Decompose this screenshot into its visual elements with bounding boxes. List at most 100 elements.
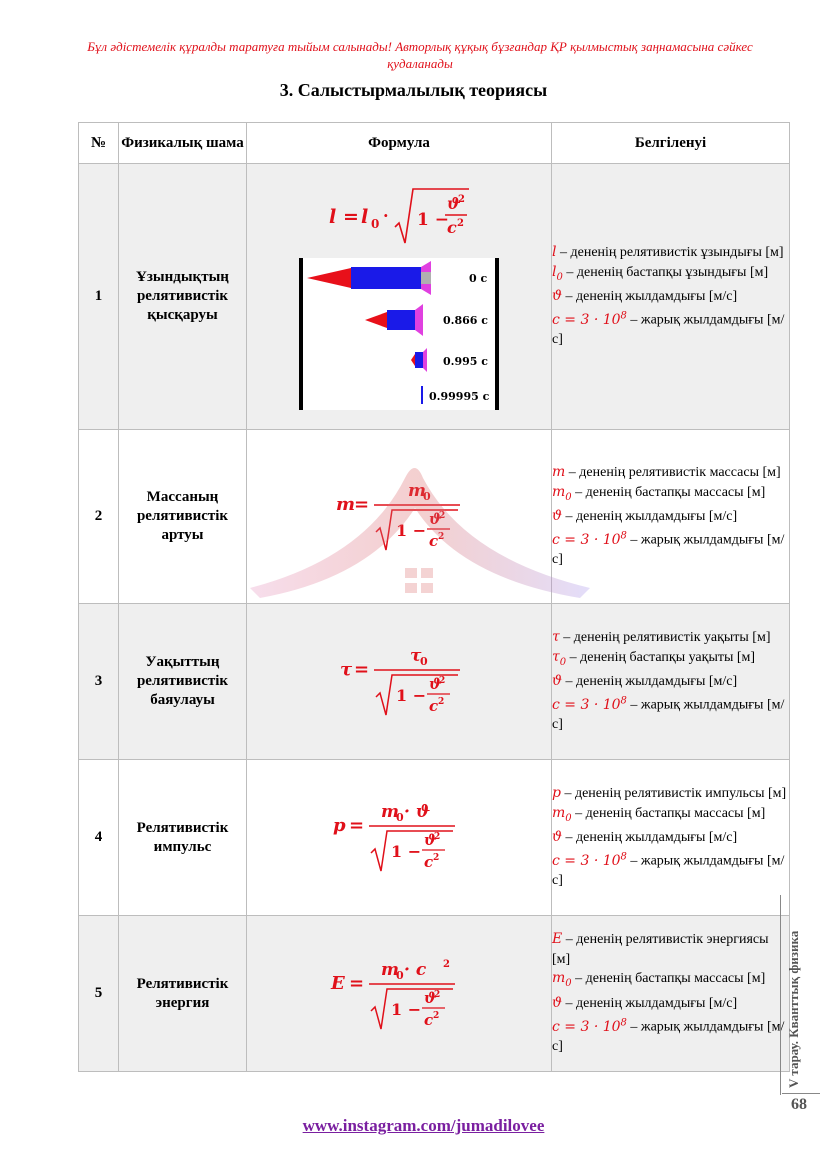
svg-text:c: c [429,697,438,715]
notation-symbol: c = 3 · 10 [552,1018,621,1035]
section-title: 3. Салыстырмалылық теориясы [279,80,548,100]
notation-sup: 8 [620,1017,627,1029]
notation-symbol: E [552,931,563,948]
svg-text:2: 2 [443,959,450,970]
table-row: 1 Ұзындықтың релятивистік қысқаруы l = l… [78,163,790,430]
notation-text: – дененің бастапқы массасы [м] [571,971,766,987]
notation-text: – дененің релятивистік энергиясы [м] [552,932,769,967]
notation-symbol: τ [552,629,560,646]
length-contraction-formula: l = l 0 · 1 − ϑ 2 c 2 [329,188,469,244]
instagram-link[interactable]: www.instagram.com/jumadilovee [302,1116,545,1135]
svg-text:1 −: 1 − [396,521,426,540]
notation-line: l – дененің релятивистік ұзындығы [м] [552,243,789,263]
svg-text:ϑ: ϑ [429,675,442,693]
svg-text:2: 2 [434,832,440,842]
rocket-contraction-diagram: 0 c 0.866 c 0.995 c 0.99995 c [299,258,499,410]
notation-line: τ – дененің релятивистік уақыты [м] [552,628,789,648]
notation-symbol: m [552,970,566,987]
page-number: 68 [791,1096,807,1113]
notation-text: – дененің бастапқы массасы [м] [571,484,766,500]
svg-text:2: 2 [434,990,440,1000]
notation-cell: l – дененің релятивистік ұзындығы [м] l0… [551,163,790,430]
speed-label: 0.99995 c [429,390,490,403]
svg-text:2: 2 [433,1011,439,1021]
svg-text:=: = [354,659,369,680]
svg-text:=: = [354,494,369,515]
notation-symbol: p [552,785,561,802]
formula-l0: l [361,206,368,228]
notation-line: c = 3 · 108 – жарық жылдамдығы [м/с] [552,847,789,891]
row-number: 5 [78,915,119,1072]
notation-line: m0 – дененің бастапқы массасы [м] [552,804,789,828]
svg-text:2: 2 [458,194,465,205]
formula-numerator: m [381,802,399,822]
notation-line: ϑ – дененің жылдамдығы [м/с] [552,287,789,307]
svg-text:1 −: 1 − [391,1000,421,1019]
notation-line: m – дененің релятивистік массасы [м] [552,463,789,483]
notation-text: – жарық жылдамдығы [м/с] [552,697,785,733]
formula-lhs: p [333,815,346,836]
quantity-name: Релятивистік энергия [118,915,247,1072]
formula-numerator-tail: · ϑ [404,802,430,822]
notation-text: – дененің бастапқы уақыты [м] [566,649,756,665]
notation-symbol: c = 3 · 10 [552,852,621,869]
notation-text: – дененің жылдамдығы [м/с] [562,673,738,689]
speed-label: 0.866 c [443,314,488,327]
quantity-name: Ұзындықтың релятивистік қысқаруы [118,163,247,430]
notation-sub: 0 [559,656,567,668]
notation-sup: 8 [620,530,627,542]
notation-line: c = 3 · 108 – жарық жылдамдығы [м/с] [552,691,789,735]
svg-text:·: · [383,206,389,225]
formula-lhs: τ [340,659,353,680]
row-number: 4 [78,759,119,916]
notation-symbol: ϑ [552,287,563,304]
notation-text: – дененің релятивистік ұзындығы [м] [556,245,784,261]
quantity-name: Релятивистік импульс [118,759,247,916]
formula-cell: m = m 0 1 − ϑ 2 c 2 [246,429,552,604]
formula-cell: E = m 0 · c 2 1 − ϑ 2 c 2 [246,915,552,1072]
svg-text:0: 0 [371,217,379,231]
time-dilation-formula: τ = τ 0 1 − ϑ 2 c 2 [340,646,460,716]
notation-symbol: τ [552,648,560,665]
notation-line: c = 3 · 108 – жарық жылдамдығы [м/с] [552,526,789,570]
mass-increase-formula: m = m 0 1 − ϑ 2 c 2 [336,481,460,551]
notation-sub: 0 [565,978,572,990]
svg-text:1 −: 1 − [391,842,421,861]
svg-text:0: 0 [396,811,404,824]
table-row: 2 Массаның релятивистік артуы m = m 0 1 … [78,429,790,604]
notation-cell: m – дененің релятивистік массасы [м] m0 … [551,429,790,604]
svg-text:=: = [349,815,364,836]
formula-numerator: m [381,960,399,980]
table-row: 4 Релятивистік импульс p = m 0 · ϑ 1 − ϑ… [78,759,790,916]
notation-line: ϑ – дененің жылдамдығы [м/с] [552,994,789,1014]
formula-cell: l = l 0 · 1 − ϑ 2 c 2 [246,163,552,430]
notation-text: – дененің релятивистік массасы [м] [565,465,781,481]
notation-line: ϑ – дененің жылдамдығы [м/с] [552,828,789,848]
notation-symbol: c = 3 · 10 [552,531,621,548]
notation-symbol: l [552,244,557,261]
notation-cell: E – дененің релятивистік энергиясы [м] m… [551,915,790,1072]
notation-text: – дененің жылдамдығы [м/с] [562,288,738,304]
notation-line: ϑ – дененің жылдамдығы [м/с] [552,507,789,527]
svg-text:2: 2 [438,697,444,707]
header-notation: Белгіленуі [551,122,790,164]
notation-text: – дененің релятивистік уақыты [м] [559,630,771,646]
row-number: 1 [78,163,119,430]
notation-line: m0 – дененің бастапқы массасы [м] [552,969,789,993]
notation-sup: 8 [620,310,627,322]
formula-table: № Физикалық шама Формула Белгіленуі 1 Ұз… [78,122,790,1072]
svg-text:ϑ: ϑ [424,989,437,1007]
quantity-name: Массаның релятивистік артуы [118,429,247,604]
svg-text:=: = [343,206,359,228]
notation-symbol: ϑ [552,994,563,1011]
notation-sup: 8 [620,851,627,863]
notation-line: c = 3 · 108 – жарық жылдамдығы [м/с] [552,1013,789,1057]
notation-line: p – дененің релятивистік импульсы [м] [552,784,789,804]
notation-text: – дененің бастапқы ұзындығы [м] [562,264,769,280]
page-number-divider [782,1093,820,1094]
notation-symbol: ϑ [552,672,563,689]
svg-text:c: c [424,853,433,871]
notation-line: l0 – дененің бастапқы ұзындығы [м] [552,263,789,287]
notation-text: – дененің жылдамдығы [м/с] [562,508,738,524]
notation-symbol: m [552,804,566,821]
